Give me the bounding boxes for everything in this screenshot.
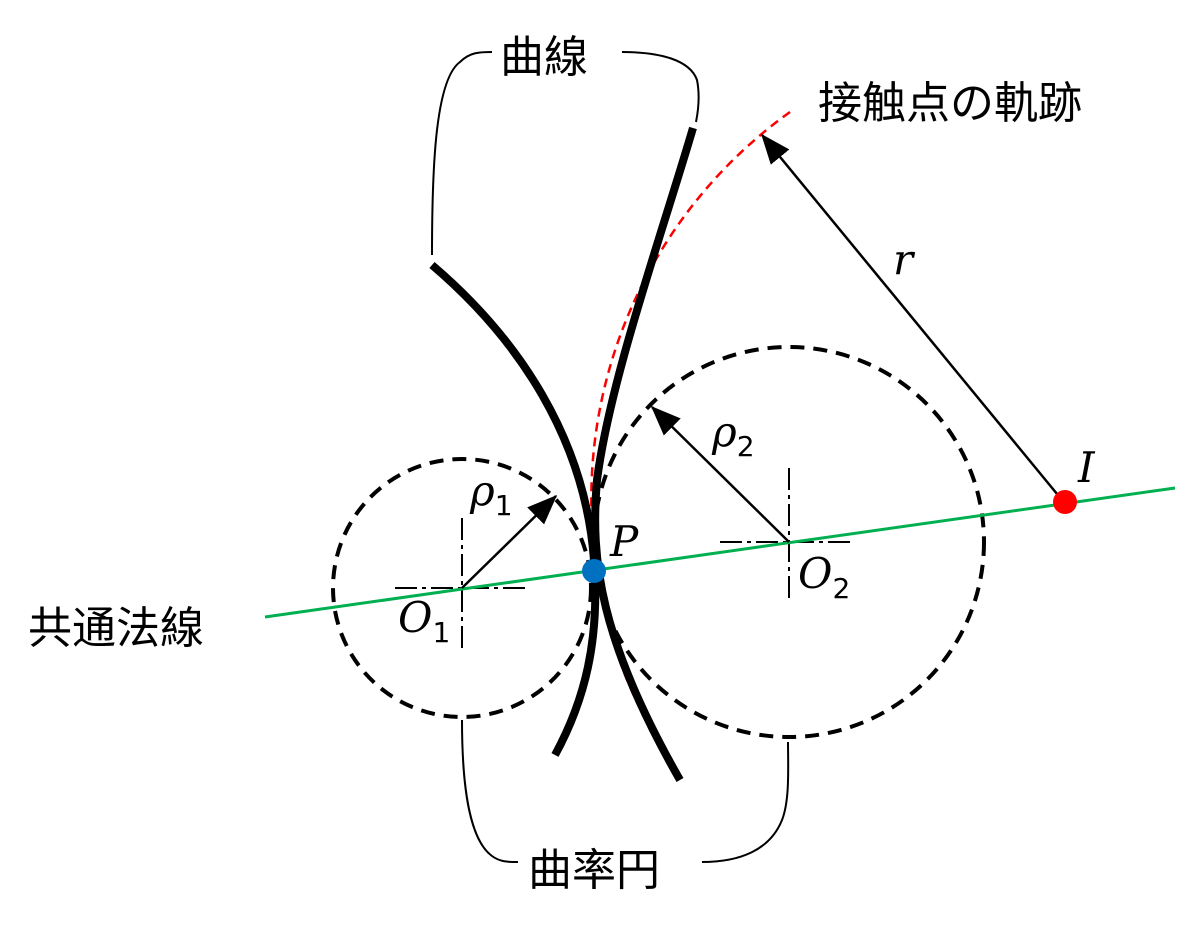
rho2-label: ρ2: [711, 407, 755, 463]
rho1-arrow: [461, 494, 558, 589]
contact-locus-label: 接触点の軌跡: [818, 78, 1082, 129]
o2-symbol: O: [798, 549, 832, 598]
radius-r-arrow: [761, 133, 1063, 501]
curvature-circle-1: [331, 457, 593, 719]
rho2-subscript: 2: [737, 430, 755, 463]
r-label: r: [893, 235, 916, 284]
rho1-label: ρ1: [469, 466, 513, 522]
o1-label: O1: [398, 593, 450, 649]
o1-subscript: 1: [432, 616, 450, 649]
o1-symbol: O: [398, 593, 432, 642]
rho2-arrow: [650, 405, 790, 543]
rho1-symbol: ρ: [469, 466, 495, 515]
point-i: [1053, 490, 1077, 514]
rho2-symbol: ρ: [711, 407, 737, 456]
p-label: P: [609, 517, 639, 566]
o2-subscript: 2: [832, 572, 850, 605]
curvature-circle-label: 曲率円: [528, 845, 660, 896]
curve-label-bracket: [431, 51, 700, 256]
common-normal-line: [264, 486, 1176, 619]
common-normal-label: 共通法線: [28, 603, 204, 654]
point-p: [582, 559, 606, 583]
curve-1: [429, 261, 600, 757]
i-label: I: [1077, 443, 1096, 492]
circle-label-bracket: [461, 719, 790, 863]
curvature-circle-2: [592, 345, 986, 739]
curve-2: [591, 126, 697, 782]
curve-label: 曲線: [500, 32, 588, 83]
rho1-subscript: 1: [495, 489, 513, 522]
o2-label: O2: [798, 549, 850, 605]
